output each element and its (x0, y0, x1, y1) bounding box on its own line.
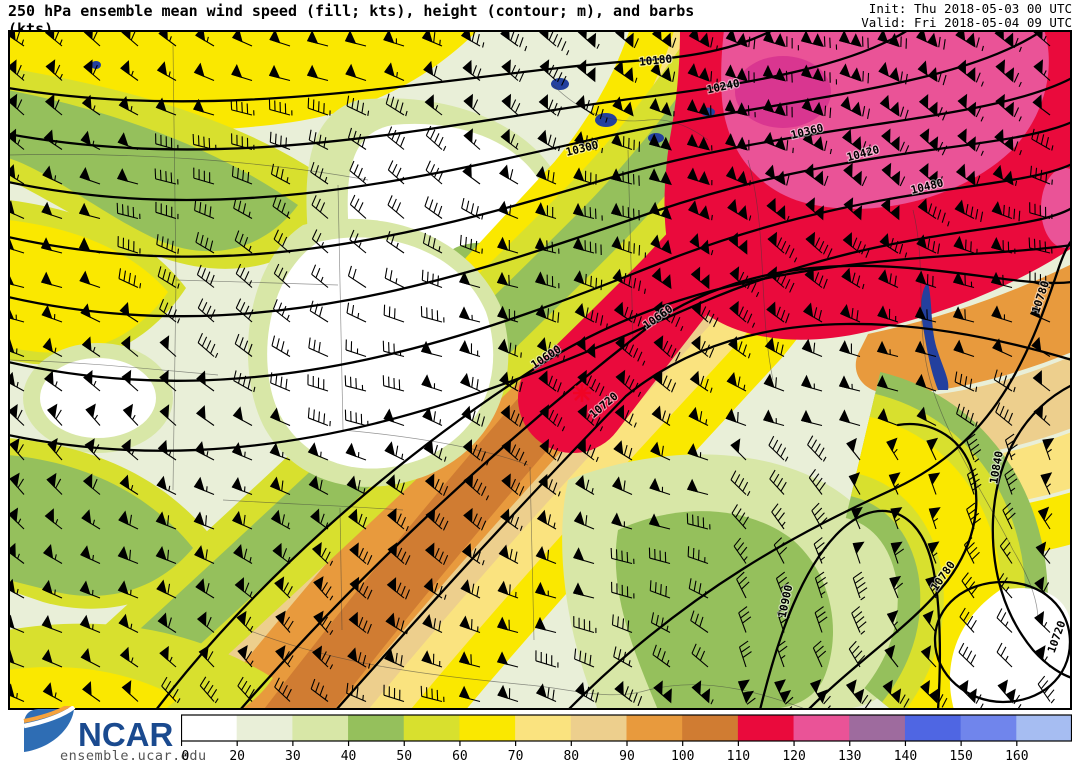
colorbar-segment (849, 715, 905, 741)
colorbar-tick-label: 120 (782, 749, 805, 763)
colorbar-tick-label: 20 (229, 749, 245, 763)
colorbar-tick-label: 60 (452, 749, 468, 763)
colorbar-tick-label: 10 (181, 749, 189, 763)
colorbar-segment (292, 715, 348, 741)
colorbar-tick-label: 150 (949, 749, 972, 763)
colorbar-segment (515, 715, 571, 741)
colorbar-segment (738, 715, 794, 741)
colorbar-segment (682, 715, 738, 741)
colorbar-tick-label: 100 (671, 749, 694, 763)
event-marker-red-star (573, 384, 591, 402)
colorbar-tick-label: 110 (727, 749, 750, 763)
colorbar-tick-label: 70 (508, 749, 524, 763)
colorbar-segment (459, 715, 515, 741)
colorbar-segment (571, 715, 627, 741)
colorbar-tick-label: 80 (563, 749, 579, 763)
colorbar-segment (181, 715, 237, 741)
colorbar-segment (627, 715, 683, 741)
colorbar-tick-label: 130 (838, 749, 861, 763)
valid-time: Valid: Fri 2018-05-04 09 UTC (861, 16, 1072, 30)
colorbar-tick-label: 30 (285, 749, 301, 763)
run-time-info: Init: Thu 2018-05-03 00 UTC Valid: Fri 2… (861, 2, 1072, 30)
colorbar-tick-label: 40 (341, 749, 357, 763)
colorbar-segment (348, 715, 404, 741)
colorbar-tick-label: 90 (619, 749, 635, 763)
colorbar-segment (961, 715, 1017, 741)
colorbar-segment (794, 715, 850, 741)
colorbar-segment (1016, 715, 1072, 741)
colorbar-segment (404, 715, 460, 741)
colorbar-tick-label: 50 (396, 749, 412, 763)
colorbar-segment (237, 715, 293, 741)
colorbar-legend: 10 20 30 40 50 60 70 80 90 100 110 120 130 140 150 160 (181, 713, 1072, 763)
colorbar-segment (905, 715, 961, 741)
colorbar-tick-label: 140 (894, 749, 917, 763)
colorbar-tick-label: 160 (1005, 749, 1028, 763)
init-time: Init: Thu 2018-05-03 00 UTC (861, 2, 1072, 16)
